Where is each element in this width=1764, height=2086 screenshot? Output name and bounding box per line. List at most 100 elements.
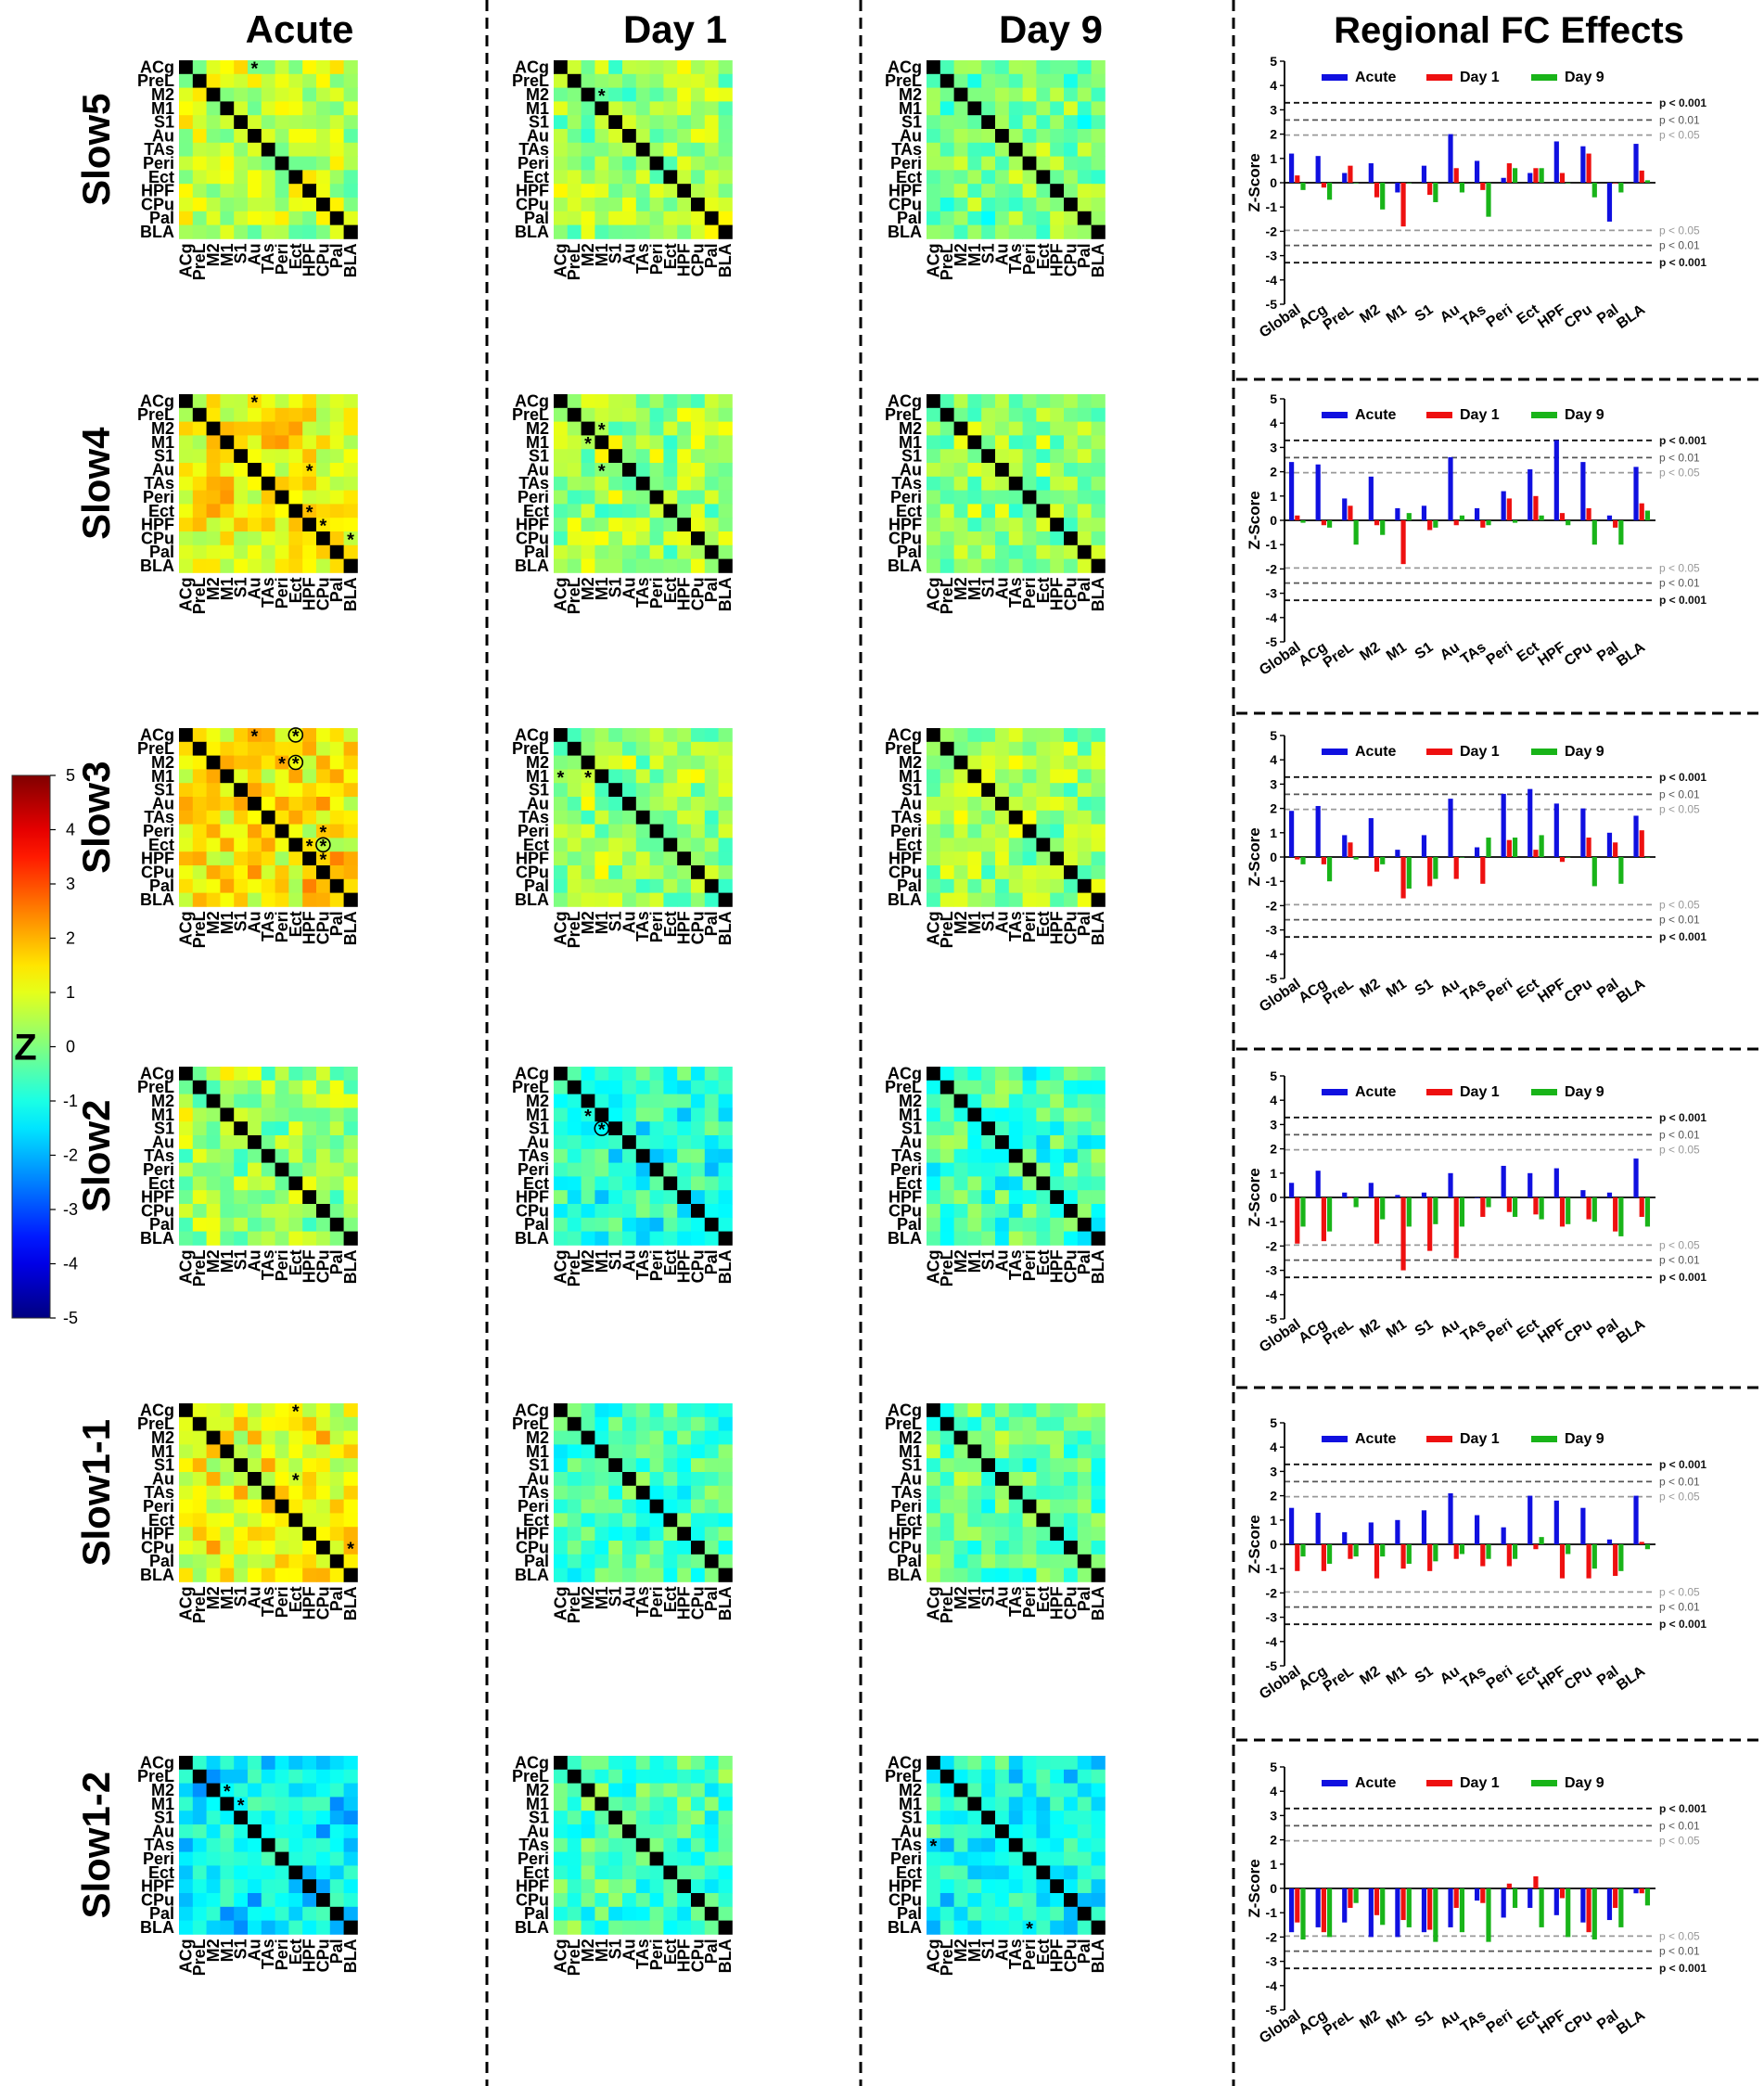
y-tick-label: -3	[1266, 249, 1278, 263]
matrix-cell	[967, 1121, 982, 1136]
matrix-cell	[329, 142, 344, 157]
matrix-cell	[554, 129, 569, 144]
matrix-cell	[1008, 1485, 1023, 1500]
matrix-cell	[1022, 1094, 1037, 1108]
matrix-cell	[554, 1837, 569, 1852]
matrix-cell	[316, 1094, 331, 1108]
matrix-cell	[718, 1121, 733, 1136]
matrix-cell	[1064, 728, 1079, 743]
matrix-cell	[1008, 394, 1023, 409]
bar	[1353, 1197, 1359, 1208]
matrix-cell	[1036, 463, 1051, 478]
matrix-cell	[302, 421, 317, 436]
matrix-cell	[649, 1769, 664, 1784]
bar	[1421, 1888, 1427, 1933]
matrix-cell	[704, 1554, 719, 1568]
matrix-col-label: Pal	[327, 1586, 346, 1611]
matrix-cell	[554, 878, 569, 893]
bar	[1326, 857, 1333, 882]
matrix-cell	[663, 1204, 678, 1219]
threshold-label: p < 0.05	[1659, 561, 1700, 574]
matrix-cell	[1036, 1217, 1051, 1232]
matrix-cell	[940, 407, 954, 422]
matrix-col-label: S1	[979, 1586, 998, 1606]
matrix-cell	[594, 1541, 609, 1555]
matrix-cell	[234, 518, 249, 532]
bar	[1559, 1544, 1566, 1579]
matrix-cell	[288, 115, 303, 130]
matrix-cell	[622, 1231, 637, 1246]
matrix-cell	[995, 60, 1010, 75]
matrix-cell	[1050, 142, 1065, 157]
matrix-cell	[567, 129, 582, 144]
matrix-cell	[581, 1541, 595, 1555]
matrix-cell	[635, 1204, 650, 1219]
matrix-col-label: S1	[232, 911, 250, 931]
matrix-cell	[967, 1513, 982, 1528]
matrix-col-label: HPF	[1048, 1249, 1067, 1283]
matrix-cell	[953, 1837, 968, 1852]
matrix-cell	[329, 1121, 344, 1136]
bar	[1501, 1888, 1506, 1918]
matrix-col-label: BLA	[716, 1249, 735, 1284]
matrix-cell	[248, 1837, 262, 1852]
matrix-cell	[234, 878, 249, 893]
matrix-cell	[967, 878, 982, 893]
matrix-cell	[953, 1920, 968, 1935]
matrix-row-label: HPF	[888, 1525, 922, 1543]
bar	[1395, 850, 1400, 857]
matrix-cell	[691, 129, 706, 144]
matrix-row-label: CPu	[141, 1538, 174, 1556]
matrix-cell	[261, 1865, 275, 1880]
matrix-cell	[302, 741, 317, 756]
matrix-cell	[940, 1541, 954, 1555]
matrix-cell	[927, 1906, 941, 1921]
matrix-cell	[261, 1080, 275, 1094]
matrix-cell	[275, 1485, 289, 1500]
matrix-cell	[1036, 531, 1051, 546]
matrix-cell	[329, 1430, 344, 1445]
matrix-cell	[234, 892, 249, 907]
matrix-cell	[261, 1162, 275, 1177]
matrix-cell	[704, 769, 719, 784]
matrix-cell	[554, 1403, 569, 1418]
bar	[1639, 1888, 1644, 1894]
matrix-cell	[1077, 797, 1092, 812]
matrix-cell	[581, 1204, 595, 1219]
matrix-cell	[206, 1403, 221, 1418]
matrix-cell	[261, 518, 275, 532]
matrix-cell	[995, 1107, 1010, 1122]
matrix-cell	[343, 824, 358, 838]
matrix-cell	[1064, 1472, 1079, 1487]
matrix-cell	[192, 1837, 207, 1852]
significance-circle	[315, 837, 331, 853]
matrix-cell	[649, 156, 664, 171]
matrix-cell	[288, 783, 303, 798]
bar	[1406, 1544, 1412, 1564]
matrix-cell	[554, 184, 569, 198]
matrix-cell	[234, 1797, 249, 1811]
matrix-cell	[691, 851, 706, 866]
bar	[1368, 476, 1374, 520]
matrix-cell	[594, 1851, 609, 1866]
matrix-cell	[179, 1906, 194, 1921]
y-tick-label: -5	[1266, 1658, 1278, 1673]
matrix-cell	[691, 892, 706, 907]
matrix-col-label: TAs	[1006, 911, 1025, 941]
matrix-cell	[275, 435, 289, 450]
matrix-cell	[635, 1893, 650, 1908]
matrix-cell	[622, 797, 637, 812]
bar	[1501, 1527, 1506, 1544]
matrix-cell	[927, 156, 941, 171]
matrix-cell	[1077, 1458, 1092, 1473]
matrix-cell	[677, 73, 692, 88]
matrix-col-label: M1	[965, 1249, 984, 1273]
bar	[1586, 1888, 1591, 1933]
bar	[1374, 1197, 1380, 1244]
matrix-cell	[677, 1148, 692, 1163]
matrix-cell	[316, 1851, 331, 1866]
matrix-col-label: Au	[620, 243, 638, 265]
matrix-cell	[995, 1135, 1010, 1150]
matrix-cell	[677, 1824, 692, 1839]
matrix-cell	[192, 1067, 207, 1081]
